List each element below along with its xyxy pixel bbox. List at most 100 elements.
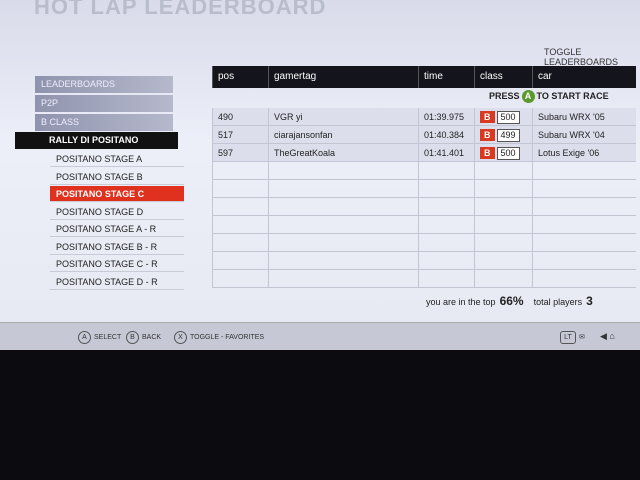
cell: TheGreatKoala (268, 144, 418, 162)
cell (268, 234, 418, 252)
cell: ciarajansonfan (268, 126, 418, 144)
class-rating: 499 (496, 129, 520, 142)
cell: B 500 (474, 144, 532, 162)
prompt-text: TO START RACE (536, 91, 609, 101)
button-label: TOGGLE - FAVORITES (190, 334, 265, 341)
leaderboard-row[interactable]: 597 TheGreatKoala 01:41.401 B 500 Lotus Exige… (212, 144, 636, 162)
cell: 01:39.975 (418, 108, 474, 126)
cell: VGR yi (268, 108, 418, 126)
cell (418, 270, 474, 288)
cell (532, 270, 636, 288)
a-button: A (521, 90, 535, 103)
cell (212, 198, 268, 216)
empty-row (212, 234, 636, 252)
cell (532, 252, 636, 270)
stage-item[interactable]: POSITANO STAGE D (50, 204, 184, 220)
breadcrumb[interactable]: P2P (35, 95, 173, 112)
column-header: time (418, 66, 474, 88)
cell (474, 162, 532, 180)
cell (418, 234, 474, 252)
cell (474, 270, 532, 288)
cell (212, 234, 268, 252)
cell (532, 216, 636, 234)
button-label: BACK (142, 334, 162, 341)
breadcrumb[interactable]: B CLASS (35, 114, 173, 131)
stats: you are in the top 66% total players 3 (426, 294, 603, 308)
players-value: 3 (586, 294, 593, 308)
class-rating: 500 (496, 147, 520, 160)
prompt-text: PRESS (489, 91, 520, 101)
cell (474, 252, 532, 270)
class-letter: B (480, 129, 495, 141)
footer-button[interactable]: X TOGGLE - FAVORITES (174, 331, 267, 344)
stage-item[interactable]: POSITANO STAGE C (50, 186, 184, 202)
stage-item[interactable]: POSITANO STAGE D - R (50, 274, 184, 290)
cell (474, 216, 532, 234)
cell (418, 162, 474, 180)
cell: B 499 (474, 126, 532, 144)
cell (268, 198, 418, 216)
title: HOT LAP LEADERBOARD (34, 0, 327, 19)
stage-item[interactable]: POSITANO STAGE B - R (50, 239, 184, 255)
cell (474, 234, 532, 252)
cell (474, 198, 532, 216)
cell (532, 180, 636, 198)
cell (268, 270, 418, 288)
lt-label: LT (560, 331, 576, 344)
cell (212, 216, 268, 234)
nav-icons[interactable]: ◀ ⌂ (600, 331, 615, 341)
empty-row (212, 270, 636, 288)
empty-row (212, 162, 636, 180)
empty-row (212, 252, 636, 270)
column-header: class (474, 66, 532, 88)
button-icon: X (174, 331, 187, 344)
stage-item[interactable]: POSITANO STAGE B (50, 169, 184, 185)
cell (212, 180, 268, 198)
cell (418, 216, 474, 234)
active-track[interactable]: RALLY DI POSITANO (15, 132, 178, 149)
cell (268, 252, 418, 270)
column-header: gamertag (268, 66, 418, 88)
cell: Subaru WRX '05 (532, 108, 636, 126)
column-header: car (532, 66, 636, 88)
button-icon: A (78, 331, 91, 344)
cell: B 500 (474, 108, 532, 126)
top-value: 66% (499, 294, 524, 308)
empty-row (212, 180, 636, 198)
empty-row (212, 198, 636, 216)
cell (418, 198, 474, 216)
button-bar: LT ✉ ◀ ⌂ A SELECT B BACK X TOGGLE - FAVORITES (0, 322, 640, 350)
cell: 597 (212, 144, 268, 162)
class-rating: 500 (496, 111, 520, 124)
leaderboard-row[interactable]: 517 ciarajansonfan 01:40.384 B 499 Subaru WRX… (212, 126, 636, 144)
stage-item[interactable]: POSITANO STAGE A - R (50, 221, 184, 237)
stage-item[interactable]: POSITANO STAGE C - R (50, 256, 184, 272)
start-prompt: PRESS A TO START RACE (489, 90, 609, 103)
class-letter: B (480, 111, 495, 123)
button-icon: B (126, 331, 139, 344)
lt-button[interactable]: LT ✉ (560, 331, 585, 344)
leaderboard-row[interactable]: 490 VGR yi 01:39.975 B 500 Subaru WRX '05 (212, 108, 636, 126)
footer-button[interactable]: A SELECT (78, 331, 124, 344)
top-label: you are in the top (426, 297, 496, 307)
table-header: pos gamertag time class car (212, 66, 636, 88)
cell: 01:40.384 (418, 126, 474, 144)
button-label: SELECT (94, 334, 122, 341)
footer-button[interactable]: B BACK (126, 331, 164, 344)
cell (212, 252, 268, 270)
game-screen: HOT LAP LEADERBOARD TOGGLE LEADERBOARDS … (0, 0, 640, 350)
breadcrumb[interactable]: LEADERBOARDS (35, 76, 173, 93)
stage-item[interactable]: POSITANO STAGE A (50, 151, 184, 167)
toggle-leaderboards[interactable]: TOGGLE LEADERBOARDS (544, 47, 619, 67)
cell (212, 270, 268, 288)
cell (212, 162, 268, 180)
cell (474, 180, 532, 198)
cell (268, 180, 418, 198)
cell (268, 216, 418, 234)
cell: 01:41.401 (418, 144, 474, 162)
cell (418, 180, 474, 198)
cell: 490 (212, 108, 268, 126)
cell (418, 252, 474, 270)
empty-row (212, 216, 636, 234)
